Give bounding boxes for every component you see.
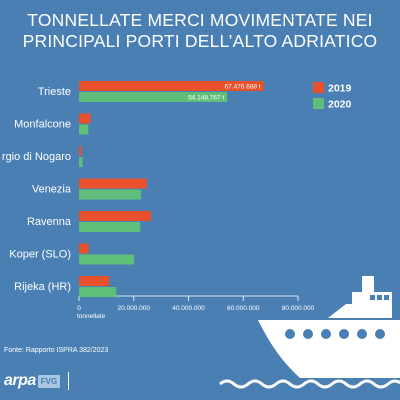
category-label: Koper (SLO) [9, 249, 71, 261]
ship-windows [285, 295, 389, 339]
data-label: 67.476.688 t [225, 84, 261, 91]
ship-hull [258, 320, 400, 378]
bar-2020 [79, 189, 142, 200]
x-tick-label: 80.000.000 [282, 305, 315, 312]
bar-2020 [79, 124, 89, 135]
bar-2020 [79, 157, 83, 167]
legend-swatch-2020 [313, 98, 324, 109]
bar-2020 [79, 287, 117, 297]
logo-divider [68, 372, 70, 390]
ship-illustration [219, 276, 400, 389]
ship-window [384, 295, 389, 300]
x-axis-title: tonnellate [77, 313, 106, 320]
bars: 67.476.688 t54.148.767 t [79, 81, 264, 297]
bar-2020 [79, 92, 228, 102]
bar-2019 [79, 211, 151, 221]
bar-2019 [79, 146, 82, 156]
x-tick-label: 20.000.000 [117, 305, 150, 312]
legend-label-2019: 2019 [328, 83, 352, 95]
ship-porthole [321, 329, 331, 339]
arpa-fvg-logo: arpa FVG [4, 372, 70, 390]
category-label: Venezia [32, 184, 72, 196]
bar-2020 [79, 254, 135, 265]
sea-waves [219, 379, 400, 389]
ship-porthole [375, 329, 385, 339]
ship-porthole [357, 329, 367, 339]
source-note: Fonte: Rapporto ISPRA 382/2023 [4, 347, 109, 354]
chart-title: TONNELLATE MERCI MOVIMENTATE NEI PRINCIP… [0, 10, 400, 52]
bar-2020 [79, 222, 141, 232]
ship-porthole [339, 329, 349, 339]
x-axis: 0 20.000.000 40.000.000 60.000.000 80.000.00… [77, 295, 315, 320]
category-label: rgio di Nogaro [2, 151, 71, 163]
category-label: Ravenna [27, 216, 72, 228]
legend: 2019 2020 [313, 82, 352, 111]
category-label: Rijeka (HR) [14, 281, 71, 293]
title-line-1: TONNELLATE MERCI MOVIMENTATE NEI [27, 10, 373, 30]
category-label: Trieste [38, 86, 71, 98]
bar-2019 [79, 178, 147, 189]
category-label: Monfalcone [14, 119, 71, 131]
ship-window [370, 295, 375, 300]
legend-label-2020: 2020 [328, 99, 352, 111]
ship-upper-deck [328, 304, 392, 318]
bar-2019 [79, 81, 264, 91]
bar-2019 [79, 276, 110, 286]
legend-swatch-2019 [313, 82, 324, 93]
ship-porthole [285, 329, 295, 339]
bar-2019 [79, 243, 89, 254]
x-tick-label: 0 [77, 305, 81, 312]
x-tick-label: 60.000.000 [227, 305, 260, 312]
data-label: 54.148.767 t [188, 95, 224, 102]
logo-fvg: FVG [37, 374, 61, 388]
category-labels: Trieste Monfalcone rgio di Nogaro Venezia Ra… [2, 86, 72, 293]
title-line-2: PRINCIPALI PORTI DELL’ALTO ADRIATICO [22, 31, 378, 51]
ship-window [377, 295, 382, 300]
logo-arpa: arpa [4, 372, 36, 389]
ship-porthole [303, 329, 313, 339]
bar-2019 [79, 113, 91, 124]
x-tick-label: 40.000.000 [172, 305, 205, 312]
